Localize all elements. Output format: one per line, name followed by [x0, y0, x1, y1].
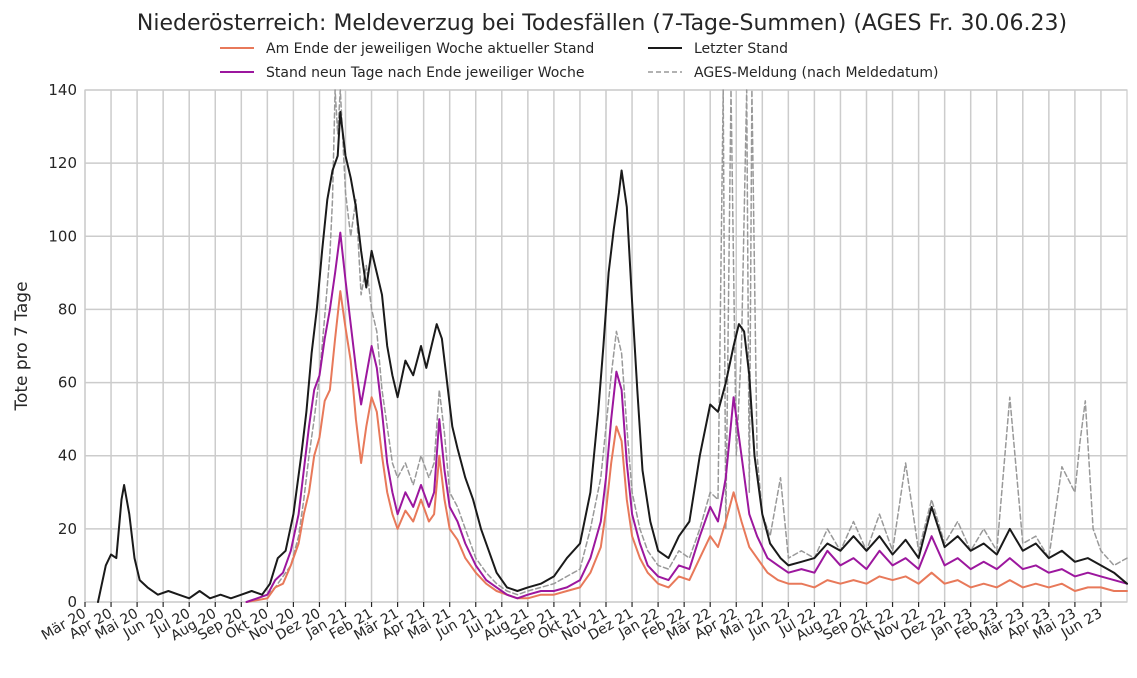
- legend-label: AGES-Meldung (nach Meldedatum): [694, 65, 938, 81]
- y-axis-label: Tote pro 7 Tage: [12, 281, 32, 411]
- y-tick-label: 60: [58, 374, 77, 392]
- y-tick-label: 0: [67, 593, 77, 611]
- y-tick-label: 80: [58, 300, 77, 318]
- y-tick-label: 100: [48, 227, 77, 245]
- y-tick-label: 40: [58, 447, 77, 465]
- y-tick-label: 140: [48, 81, 77, 99]
- series-line-1: [245, 231, 1128, 603]
- series-line-0: [245, 290, 1128, 603]
- legend-label: Am Ende der jeweiligen Woche aktueller S…: [266, 41, 594, 57]
- series-line-2: [97, 110, 1128, 603]
- legend-label: Letzter Stand: [694, 41, 788, 57]
- grid: [84, 89, 1127, 603]
- series-layer: [97, 89, 1128, 603]
- chart-title: Niederösterreich: Meldeverzug bei Todesf…: [137, 11, 1067, 36]
- legend-label: Stand neun Tage nach Ende jeweiliger Woc…: [266, 65, 584, 81]
- legend: Am Ende der jeweiligen Woche aktueller S…: [220, 41, 938, 81]
- y-tick-label: 120: [48, 154, 77, 172]
- y-tick-label: 20: [58, 520, 77, 538]
- y-axis-ticks: 0 20 40 60 80 100 120 140: [48, 81, 77, 611]
